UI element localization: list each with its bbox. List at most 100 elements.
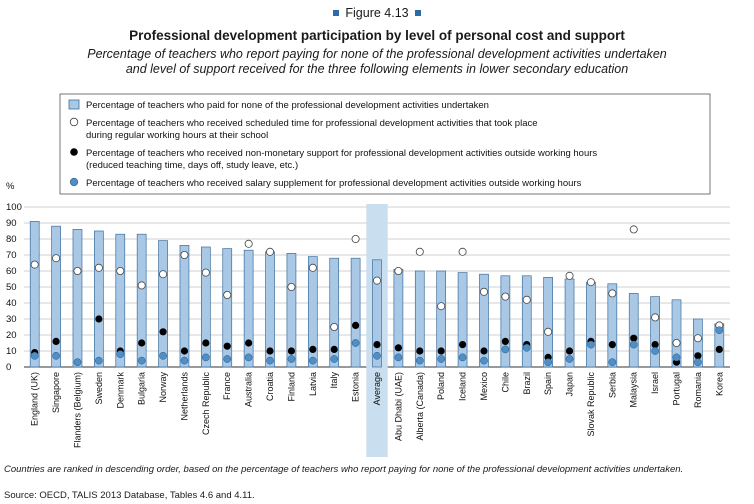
blue-dot-brazil bbox=[522, 343, 531, 352]
black-dot-mexico bbox=[480, 347, 488, 355]
white-dot-chile bbox=[501, 292, 510, 301]
x-tick-label-singapore: Singapore bbox=[51, 372, 61, 413]
white-dot-latvia bbox=[308, 263, 317, 272]
x-tick-label-czech-republic: Czech Republic bbox=[201, 372, 211, 436]
legend-box bbox=[59, 93, 711, 195]
blue-dot-slovak-republic bbox=[587, 340, 595, 349]
bar-romania bbox=[693, 318, 703, 368]
blue-dot-croatia bbox=[266, 356, 274, 365]
bar-alberta-canada bbox=[414, 270, 425, 368]
legend-marker-blue-dot bbox=[69, 177, 79, 187]
white-dot-estonia bbox=[351, 234, 360, 243]
x-tick-label-abu-dhabi-uae: Abu Dhabi (UAE) bbox=[393, 372, 403, 441]
white-dot-spain bbox=[544, 327, 553, 336]
black-dot-italy bbox=[330, 345, 338, 353]
y-tick-label-50: 50 bbox=[6, 282, 17, 293]
legend-text-2-1: Percentage of teachers who received sche… bbox=[86, 118, 538, 129]
bar-israel bbox=[650, 296, 660, 368]
y-tick-label-0: 0 bbox=[6, 362, 11, 373]
subtitle-line-2: and level of support received for the th… bbox=[125, 62, 629, 76]
bar-czech-republic bbox=[201, 246, 211, 368]
bar-malaysia bbox=[628, 293, 639, 368]
black-dot-chile bbox=[501, 337, 509, 345]
blue-dot-iceland bbox=[458, 353, 467, 362]
legend-text-2-2: during regular working hours at their sc… bbox=[86, 130, 268, 141]
x-tick-label-denmark: Denmark bbox=[115, 372, 125, 409]
white-dot-france bbox=[223, 290, 232, 299]
x-tick-label-korea: Korea bbox=[714, 372, 724, 396]
bar-brazil bbox=[521, 275, 532, 368]
x-tick-label-serbia: Serbia bbox=[607, 372, 617, 398]
white-dot-abu-dhabi-uae bbox=[394, 266, 403, 275]
bar-sweden bbox=[94, 230, 104, 368]
blue-dot-israel bbox=[651, 347, 659, 355]
bar-flanders-belgium bbox=[72, 229, 83, 368]
blue-dot-czech-republic bbox=[201, 353, 210, 362]
white-dot-serbia bbox=[608, 289, 617, 298]
black-dot-japan bbox=[565, 347, 574, 355]
white-dot-finland bbox=[287, 282, 296, 291]
legend-text-1-1: Percentage of teachers who paid for none… bbox=[86, 100, 489, 111]
y-tick-label-40: 40 bbox=[6, 298, 17, 309]
x-tick-label-brazil: Brazil bbox=[522, 372, 532, 395]
blue-dot-latvia bbox=[308, 356, 317, 365]
blue-dot-japan bbox=[565, 355, 574, 363]
blue-dot-norway bbox=[159, 351, 167, 360]
blue-dot-italy bbox=[330, 355, 339, 363]
x-tick-label-israel: Israel bbox=[650, 372, 660, 394]
blue-dot-sweden bbox=[95, 356, 103, 365]
source-note: Source: OECD, TALIS 2013 Database, Table… bbox=[4, 490, 255, 501]
white-dot-netherlands bbox=[180, 250, 189, 259]
y-tick-label-30: 30 bbox=[6, 314, 17, 325]
bar-netherlands bbox=[179, 245, 190, 368]
blue-dot-abu-dhabi-uae bbox=[394, 353, 403, 362]
legend-text-3-2: (reduced teaching time, days off, study … bbox=[86, 160, 298, 171]
black-dot-france bbox=[223, 342, 231, 350]
white-dot-brazil bbox=[522, 295, 531, 304]
white-dot-israel bbox=[651, 313, 660, 322]
bar-bulgaria bbox=[136, 233, 147, 368]
white-dot-romania bbox=[693, 334, 702, 343]
bar-finland bbox=[286, 253, 297, 368]
y-tick-label-10: 10 bbox=[6, 346, 17, 357]
black-dot-finland bbox=[287, 347, 296, 355]
x-tick-label-italy: Italy bbox=[329, 372, 339, 389]
black-dot-singapore bbox=[52, 337, 60, 345]
white-dot-mexico bbox=[479, 287, 488, 296]
white-dot-poland bbox=[437, 302, 446, 311]
white-dot-australia bbox=[244, 239, 253, 248]
white-dot-denmark bbox=[116, 266, 125, 275]
black-dot-average bbox=[373, 341, 381, 349]
black-dot-bulgaria bbox=[138, 339, 146, 347]
black-dot-sweden bbox=[95, 315, 103, 323]
black-dot-norway bbox=[159, 328, 167, 336]
blue-dot-netherlands bbox=[180, 356, 189, 365]
y-tick-label-70: 70 bbox=[6, 250, 17, 261]
bar-england-uk bbox=[29, 221, 40, 368]
blue-dot-malaysia bbox=[629, 340, 638, 349]
black-dot-korea bbox=[715, 345, 723, 353]
x-tick-label-mexico: Mexico bbox=[479, 372, 489, 401]
x-tick-label-japan: Japan bbox=[565, 372, 575, 397]
white-dot-japan bbox=[565, 271, 574, 280]
bar-poland bbox=[436, 270, 447, 368]
x-tick-label-croatia: Croatia bbox=[265, 372, 275, 401]
x-tick-label-slovak-republic: Slovak Republic bbox=[586, 372, 596, 437]
black-dot-serbia bbox=[608, 341, 616, 349]
markers bbox=[30, 225, 724, 367]
y-tick-label-90: 90 bbox=[6, 218, 17, 229]
blue-dot-denmark bbox=[116, 350, 125, 359]
white-dot-singapore bbox=[52, 254, 61, 263]
footnote: Countries are ranked in descending order… bbox=[4, 464, 684, 475]
blue-dot-singapore bbox=[52, 351, 60, 360]
x-tick-label-flanders-belgium: Flanders (Belgium) bbox=[72, 372, 82, 448]
white-dot-italy bbox=[330, 322, 339, 331]
black-dot-malaysia bbox=[630, 334, 638, 342]
bar-serbia bbox=[607, 283, 618, 368]
x-tick-label-estonia: Estonia bbox=[351, 372, 361, 402]
x-tick-label-alberta-canada: Alberta (Canada) bbox=[415, 372, 425, 441]
bar-portugal bbox=[671, 299, 682, 368]
blue-dot-mexico bbox=[480, 356, 488, 365]
black-dot-alberta-canada bbox=[416, 347, 424, 355]
